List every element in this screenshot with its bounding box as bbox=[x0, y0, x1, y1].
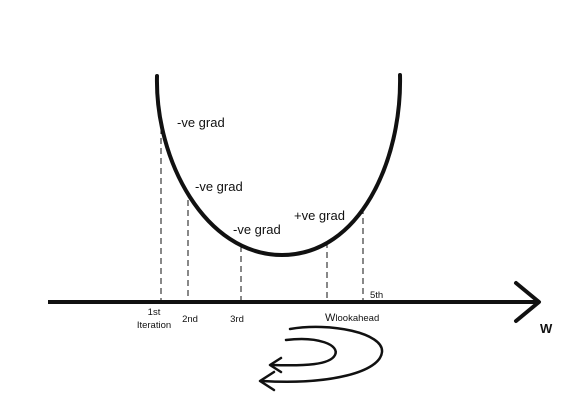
oscillation-outer-arc bbox=[260, 325, 384, 383]
tick-label-lookahead: Wlookahead bbox=[325, 312, 379, 324]
loss-curve bbox=[154, 73, 403, 258]
grad-label-2: -ve grad bbox=[195, 179, 243, 194]
tick-label-2nd: 2nd bbox=[182, 314, 198, 325]
axis-label-w: W bbox=[540, 321, 553, 336]
grad-label-1: -ve grad bbox=[177, 115, 225, 130]
tick-label-lookahead-sub: lookahead bbox=[335, 313, 379, 324]
oscillation-inner-arc bbox=[270, 337, 337, 367]
tick-label-lookahead-main: W bbox=[325, 312, 336, 324]
oscillation-inner-arrowhead bbox=[268, 356, 283, 374]
tick-label-1st: 1st bbox=[148, 307, 161, 318]
w-axis-arrowhead bbox=[514, 281, 541, 323]
tick-label-iteration: Iteration bbox=[137, 320, 171, 331]
grad-label-3: -ve grad bbox=[233, 222, 281, 237]
tick-label-5th: 5th bbox=[370, 290, 383, 301]
oscillation-outer-arrowhead bbox=[258, 370, 276, 392]
grad-label-4: +ve grad bbox=[294, 208, 345, 223]
tick-label-3rd: 3rd bbox=[230, 314, 244, 325]
